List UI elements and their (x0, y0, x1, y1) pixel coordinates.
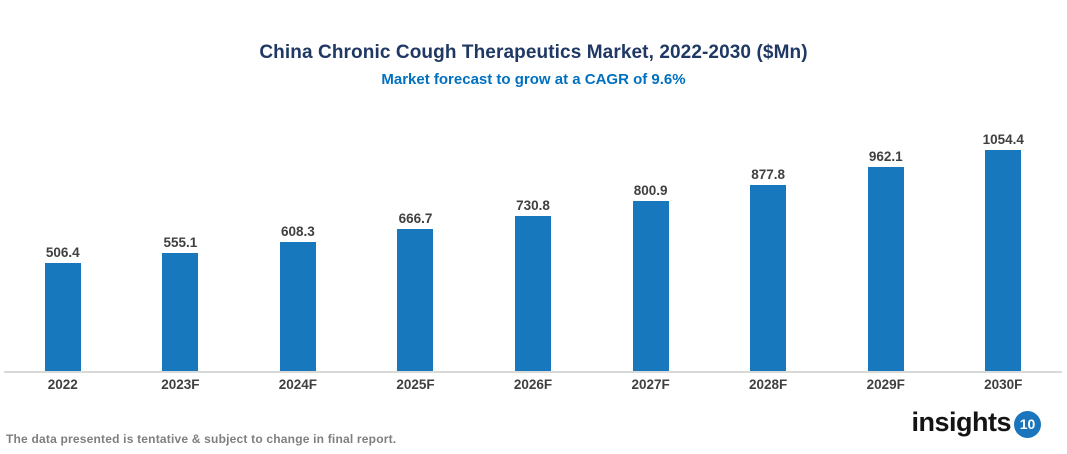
chart-header: China Chronic Cough Therapeutics Market,… (0, 42, 1067, 88)
x-axis-labels: 2022 2023F 2024F 2025F 2026F 2027F 2028F 2029F 2… (4, 377, 1062, 392)
bar-column-2022: 506.4 (4, 132, 122, 371)
bar (162, 253, 199, 371)
x-axis-label: 2030F (984, 377, 1023, 392)
bar-column-2029F: 962.1 (827, 132, 945, 371)
x-axis-label: 2029F (866, 377, 905, 392)
bar (44, 263, 81, 371)
bar-value-label: 962.1 (868, 149, 903, 164)
x-axis-label: 2024F (278, 377, 318, 392)
bar-value-label: 877.8 (751, 167, 786, 182)
bar-column-2028F: 877.8 (709, 132, 827, 371)
bar (279, 242, 316, 371)
bar-column-2023F: 555.1 (122, 132, 240, 371)
bar (985, 150, 1022, 371)
bar (750, 185, 787, 371)
x-axis-label: 2023F (161, 377, 200, 392)
logo-text: insights (911, 407, 1011, 437)
logo-badge-10: 10 (1014, 410, 1041, 438)
bar-value-label: 608.3 (281, 224, 315, 239)
bar-column-2026F: 730.8 (474, 132, 592, 371)
bar-value-label: 666.7 (398, 211, 433, 226)
disclaimer-text: The data presented is tentative & subjec… (6, 432, 397, 446)
x-axis-label: 2025F (396, 377, 435, 392)
bar-column-2024F: 608.3 (239, 132, 357, 371)
bar (515, 216, 552, 371)
bar-value-label: 800.9 (633, 183, 668, 198)
bar (867, 167, 904, 371)
bar-value-label: 730.8 (516, 198, 550, 213)
chart-subtitle: Market forecast to grow at a CAGR of 9.6… (381, 71, 686, 88)
x-axis-label: 2026F (513, 377, 553, 392)
x-axis-label: 2022 (47, 377, 78, 392)
chart-title: China Chronic Cough Therapeutics Market,… (259, 42, 808, 63)
insights10-logo: insights 10 (911, 407, 1041, 438)
x-axis-label: 2028F (749, 377, 788, 392)
x-axis-label: 2027F (631, 377, 670, 392)
bar-column-2027F: 800.9 (592, 132, 710, 371)
bar (397, 229, 434, 371)
bar-value-label: 506.4 (45, 245, 80, 260)
bar (632, 201, 669, 371)
bar-value-label: 1054.4 (982, 132, 1024, 147)
bar-column-2030F: 1054.4 (945, 132, 1063, 371)
bar-chart-plot-area: 506.4 555.1 608.3 666.7 730.8 800.9 877.8 962.1… (4, 132, 1062, 373)
bar-column-2025F: 666.7 (357, 132, 475, 371)
bar-value-label: 555.1 (163, 235, 198, 250)
